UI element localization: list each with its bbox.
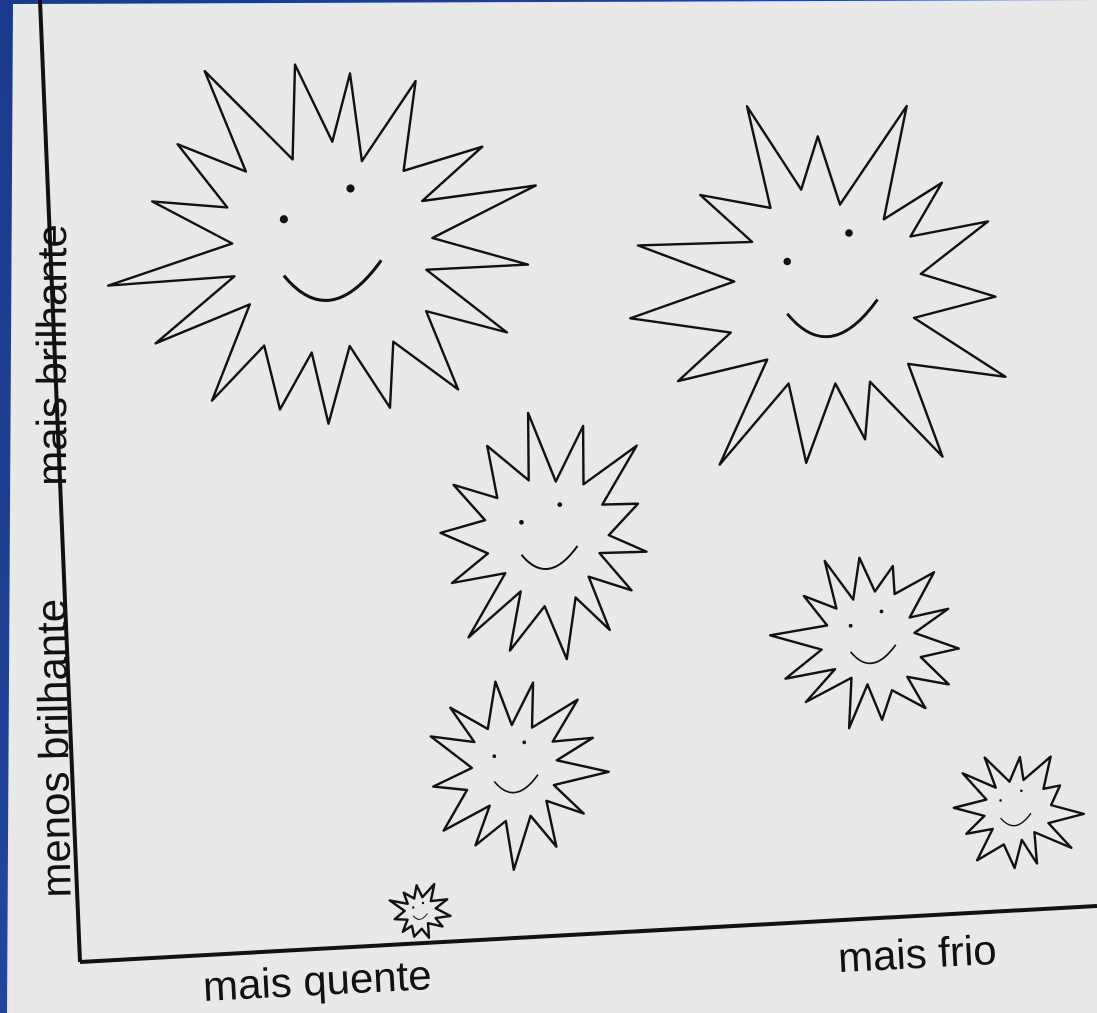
x-axis [79,904,1097,964]
y-axis-top-label: mais brilhante [28,224,75,485]
paper [7,0,1097,1013]
star [429,680,610,871]
x-axis-right-label: mais frio [837,926,998,981]
star-eye [999,799,1002,802]
star [769,556,960,730]
star-smile [786,298,879,339]
star-smile [412,913,428,920]
star-eye [845,229,853,237]
star-eye [279,215,288,224]
star-eye [519,519,524,525]
star-smile [1000,812,1032,827]
star-smile [520,545,579,571]
star [388,882,452,939]
stars [106,63,1086,939]
star [952,755,1086,870]
star-smile [493,774,539,794]
star-eye [421,901,425,905]
star-eye [412,906,415,909]
star-eye [1020,789,1023,793]
star [106,63,537,425]
star-eye [346,184,355,193]
star-eye [492,754,497,759]
star-eye [557,502,563,507]
star-eye [848,623,853,628]
star-smile [849,644,897,665]
y-axis-bottom-label: menos brilhante [27,598,79,898]
star [629,104,1007,466]
star-eye [522,740,527,745]
star-eye [879,609,884,614]
y-axis [38,0,82,963]
star [439,411,648,661]
star-smile [282,259,383,302]
star-eye [783,257,792,266]
